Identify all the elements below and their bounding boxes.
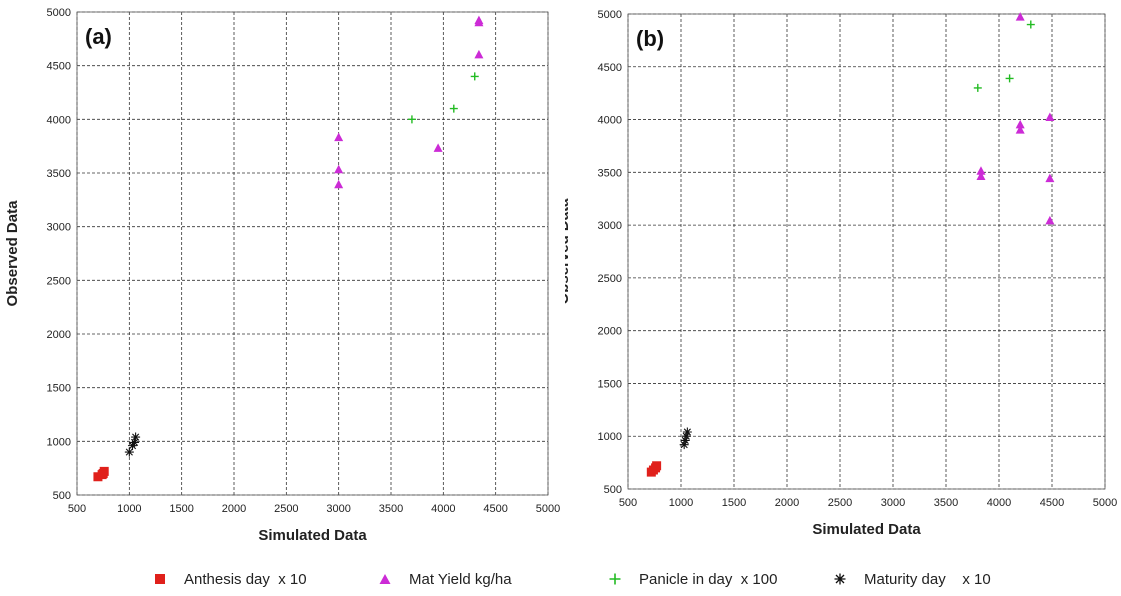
panel-label: (b) — [636, 26, 664, 51]
x-tick-label: 2500 — [274, 503, 298, 515]
panicle-point — [407, 115, 416, 124]
mat-yield-point — [433, 143, 443, 152]
y-tick-label: 500 — [53, 490, 71, 502]
chart-panel-b: 500 1000 1500 2000 2500 3000 3500 4000 4500 5000 5… — [555, 0, 1121, 560]
legend-label: Anthesis day x 10 — [184, 570, 307, 588]
x-tick-label: 4000 — [987, 497, 1011, 509]
legend-asterisk-marker-icon — [830, 570, 850, 588]
y-tick-label: 2500 — [598, 273, 622, 285]
maturity-point — [127, 441, 137, 451]
mat-yield-point — [1015, 12, 1025, 21]
anthesis-point — [648, 465, 658, 475]
y-tick-label: 500 — [604, 484, 622, 496]
y-tick-label: 2500 — [47, 275, 71, 287]
legend-square-marker-icon — [150, 570, 170, 588]
panicle-point — [1005, 74, 1014, 83]
legend-item-mat-yield: Mat Yield kg/ha — [375, 570, 512, 588]
x-tick-label: 500 — [68, 503, 86, 515]
y-tick-label: 4500 — [598, 62, 622, 74]
x-axis-title: Simulated Data — [812, 521, 921, 538]
x-tick-label: 2500 — [828, 497, 852, 509]
y-tick-label: 1500 — [598, 378, 622, 390]
x-tick-label: 3000 — [326, 503, 350, 515]
chart-legend: Anthesis day x 10 Mat Yield kg/ha Panicl… — [0, 562, 1121, 596]
x-axis-title: Simulated Data — [258, 527, 367, 544]
panicle-point — [973, 83, 982, 92]
maturity-point — [680, 435, 690, 445]
y-tick-label: 3500 — [47, 168, 71, 180]
y-axis-title: Observed Data — [565, 198, 572, 305]
y-tick-label: 4500 — [47, 61, 71, 73]
y-tick-label: 2000 — [598, 326, 622, 338]
mat-yield-point — [976, 171, 986, 181]
y-tick-label: 4000 — [598, 115, 622, 127]
x-tick-label: 5000 — [536, 503, 560, 515]
mat-yield-point — [976, 166, 986, 175]
x-tick-label: 4000 — [431, 503, 455, 515]
mat-yield-point — [1045, 215, 1055, 225]
x-tick-label: 1500 — [722, 497, 746, 509]
mat-yield-point — [1015, 119, 1025, 129]
mat-yield-point — [1045, 112, 1055, 121]
y-tick-label: 1000 — [598, 431, 622, 443]
legend-label: Panicle in day x 100 — [639, 570, 778, 588]
y-axis-title: Observed Data — [4, 200, 21, 307]
legend-item-panicle: Panicle in day x 100 — [605, 570, 777, 588]
maturity-point — [130, 437, 140, 447]
y-tick-label: 5000 — [47, 7, 71, 19]
mat-yield-point — [1045, 173, 1055, 183]
maturity-point — [124, 447, 134, 457]
legend-label: Mat Yield kg/ha — [409, 570, 512, 588]
chart-panel-a: 500 1000 1500 2000 2500 3000 3500 4000 4500 5000 5… — [0, 0, 560, 560]
x-tick-label: 5000 — [1093, 497, 1117, 509]
panicle-point — [449, 104, 458, 113]
y-tick-label: 3000 — [598, 220, 622, 232]
panicle-point — [470, 72, 479, 81]
panicle-point — [1026, 20, 1035, 29]
x-tick-label: 4500 — [483, 503, 507, 515]
plot-frame — [627, 13, 1106, 490]
anthesis-point — [97, 470, 107, 480]
mat-yield-point — [1015, 125, 1025, 134]
scatter-plot-b: 500 1000 1500 2000 2500 3000 3500 4000 4500 5000 5… — [555, 9, 1117, 538]
mat-yield-point — [334, 132, 344, 142]
mat-yield-point — [474, 49, 484, 59]
x-tick-label: 3500 — [934, 497, 958, 509]
mat-yield-point — [474, 17, 484, 27]
maturity-point — [679, 440, 689, 450]
x-tick-label: 3500 — [379, 503, 403, 515]
x-tick-label: 2000 — [222, 503, 246, 515]
panel-label: (a) — [85, 24, 112, 49]
y-tick-label: 3500 — [598, 167, 622, 179]
mat-yield-point — [334, 164, 344, 174]
y-tick-label: 4000 — [47, 114, 71, 126]
maturity-point — [681, 431, 691, 441]
legend-plus-marker-icon — [605, 570, 625, 588]
legend-item-maturity: Maturity day x 10 — [830, 570, 991, 588]
maturity-point — [682, 427, 692, 437]
x-tick-label: 1000 — [117, 503, 141, 515]
maturity-point — [131, 432, 141, 442]
mat-yield-point — [334, 179, 344, 189]
x-tick-label: 1000 — [669, 497, 693, 509]
plot-frame — [76, 11, 549, 496]
legend-item-anthesis: Anthesis day x 10 — [150, 570, 307, 588]
y-tick-label: 2000 — [47, 329, 71, 341]
y-tick-label: 1000 — [47, 436, 71, 448]
x-tick-label: 500 — [619, 497, 637, 509]
y-tick-label: 5000 — [598, 9, 622, 21]
x-tick-label: 2000 — [775, 497, 799, 509]
x-tick-label: 3000 — [881, 497, 905, 509]
x-tick-label: 4500 — [1040, 497, 1064, 509]
y-tick-label: 1500 — [47, 383, 71, 395]
legend-label: Maturity day x 10 — [864, 570, 991, 588]
y-tick-label: 3000 — [47, 222, 71, 234]
scatter-plot-a: 500 1000 1500 2000 2500 3000 3500 4000 4500 5000 5… — [4, 7, 560, 544]
legend-triangle-marker-icon — [375, 570, 395, 588]
x-tick-label: 1500 — [169, 503, 193, 515]
